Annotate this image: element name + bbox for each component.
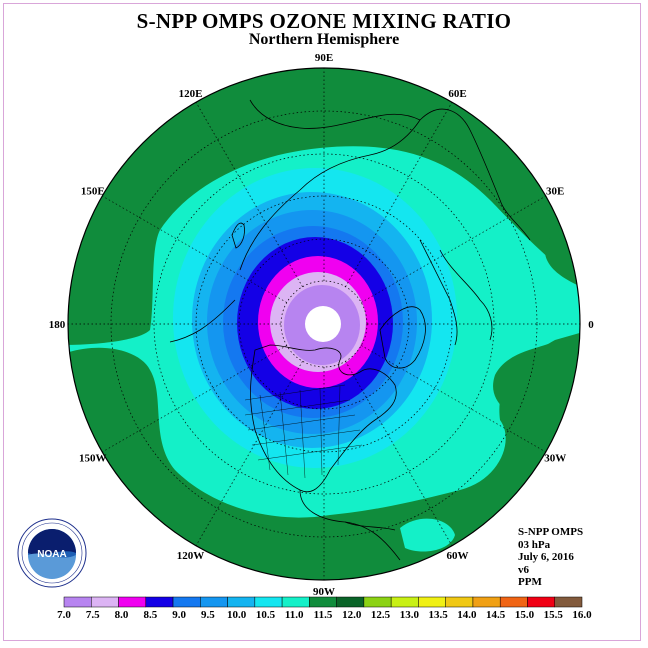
colorbar-swatch bbox=[63, 596, 92, 608]
coastlines bbox=[169, 99, 531, 561]
colorbar-swatch bbox=[227, 596, 256, 608]
meridian-line bbox=[361, 345, 546, 453]
meridian-line bbox=[102, 195, 287, 303]
colorbar-swatch bbox=[200, 596, 228, 608]
contour-11-5-tongue bbox=[493, 330, 580, 415]
colorbar-tick-label: 12.0 bbox=[342, 609, 362, 621]
info-block: S-NPP OMPS 03 hPa July 6, 2016 v6 PPM bbox=[518, 526, 583, 589]
colorbar-swatch bbox=[390, 596, 419, 608]
noaa-logo: NOAA bbox=[17, 518, 87, 588]
longitude-label: 150E bbox=[81, 186, 105, 198]
colorbar-tick-label: 9.0 bbox=[172, 609, 186, 621]
colorbar-swatch bbox=[336, 596, 365, 608]
map-subtitle: Northern Hemisphere bbox=[248, 31, 400, 48]
info-date: July 6, 2016 bbox=[518, 551, 574, 563]
colorbar-tick-label: 14.5 bbox=[486, 609, 506, 621]
contour-11-0-atlantic bbox=[400, 518, 455, 552]
colorbar-tick-label: 14.0 bbox=[457, 609, 477, 621]
ozone-field bbox=[68, 68, 580, 580]
longitude-label: 120W bbox=[177, 550, 205, 562]
colorbar-tick-label: 15.0 bbox=[515, 609, 535, 621]
map-title: S-NPP OMPS OZONE MIXING RATIO bbox=[136, 9, 512, 33]
longitude-label: 60W bbox=[447, 550, 469, 562]
info-units: PPM bbox=[518, 576, 542, 588]
colorbar-swatch bbox=[527, 596, 555, 608]
colorbar-tick-label: 10.0 bbox=[227, 609, 247, 621]
longitude-label: 0 bbox=[588, 319, 594, 331]
colorbar-tick-label: 12.5 bbox=[371, 609, 391, 621]
meridian-line bbox=[345, 361, 453, 546]
colorbar-tick-label: 11.5 bbox=[314, 609, 333, 621]
colorbar-swatch bbox=[499, 596, 528, 608]
info-instrument: S-NPP OMPS bbox=[518, 526, 584, 538]
colorbar-tick-label: 16.0 bbox=[572, 609, 592, 621]
longitude-label: 90E bbox=[315, 52, 333, 64]
meridian-line bbox=[102, 345, 287, 453]
longitude-label: 150W bbox=[79, 453, 107, 465]
colorbar-tick-label: 10.5 bbox=[256, 609, 276, 621]
colorbar-tick-label: 7.0 bbox=[57, 609, 71, 621]
colorbar-swatch bbox=[445, 596, 474, 608]
noaa-logo-text: NOAA bbox=[37, 549, 66, 560]
colorbar-swatch bbox=[145, 596, 174, 608]
longitude-label: 120E bbox=[179, 88, 203, 100]
meridian-line bbox=[195, 361, 303, 546]
meridian-line bbox=[195, 102, 303, 287]
colorbar-swatch bbox=[309, 596, 337, 608]
colorbar-swatch bbox=[254, 596, 283, 608]
longitude-label: 180 bbox=[49, 319, 66, 331]
colorbar-tick-label: 13.5 bbox=[428, 609, 448, 621]
pole-region bbox=[305, 306, 341, 342]
longitude-label: 30W bbox=[544, 453, 566, 465]
colorbar-swatch bbox=[172, 596, 201, 608]
colorbar-tick-label: 8.0 bbox=[115, 609, 129, 621]
map-boundary bbox=[67, 67, 581, 581]
meridians bbox=[68, 68, 580, 580]
colorbar-swatch bbox=[281, 596, 310, 608]
colorbar-tick-label: 13.0 bbox=[400, 609, 420, 621]
figure-frame bbox=[3, 3, 641, 641]
meridian-line bbox=[345, 102, 453, 287]
colorbar: 7.0 7.5 8.0 8.5 9.0 9.5 10.0 10.5 11.0 11.5 12.0 12… bbox=[57, 596, 592, 621]
colorbar-tick-label: 7.5 bbox=[86, 609, 100, 621]
colorbar-swatch bbox=[363, 596, 392, 608]
info-version: v6 bbox=[518, 563, 529, 576]
colorbar-swatch bbox=[118, 596, 147, 608]
colorbar-tick-label: 9.5 bbox=[201, 609, 215, 621]
colorbar-swatch bbox=[554, 596, 583, 608]
longitude-label: 90W bbox=[313, 586, 335, 598]
info-level: 03 hPa bbox=[518, 538, 551, 551]
longitude-label: 30E bbox=[546, 186, 564, 198]
colorbar-tick-label: 11.0 bbox=[285, 609, 304, 621]
colorbar-swatch bbox=[91, 596, 119, 608]
colorbar-tick-label: 15.5 bbox=[544, 609, 564, 621]
colorbar-swatch bbox=[418, 596, 446, 608]
colorbar-tick-label: 8.5 bbox=[143, 609, 157, 621]
longitude-label: 60E bbox=[448, 88, 466, 100]
colorbar-swatch bbox=[472, 596, 501, 608]
us-grid bbox=[244, 384, 363, 479]
meridian-line bbox=[361, 195, 546, 303]
